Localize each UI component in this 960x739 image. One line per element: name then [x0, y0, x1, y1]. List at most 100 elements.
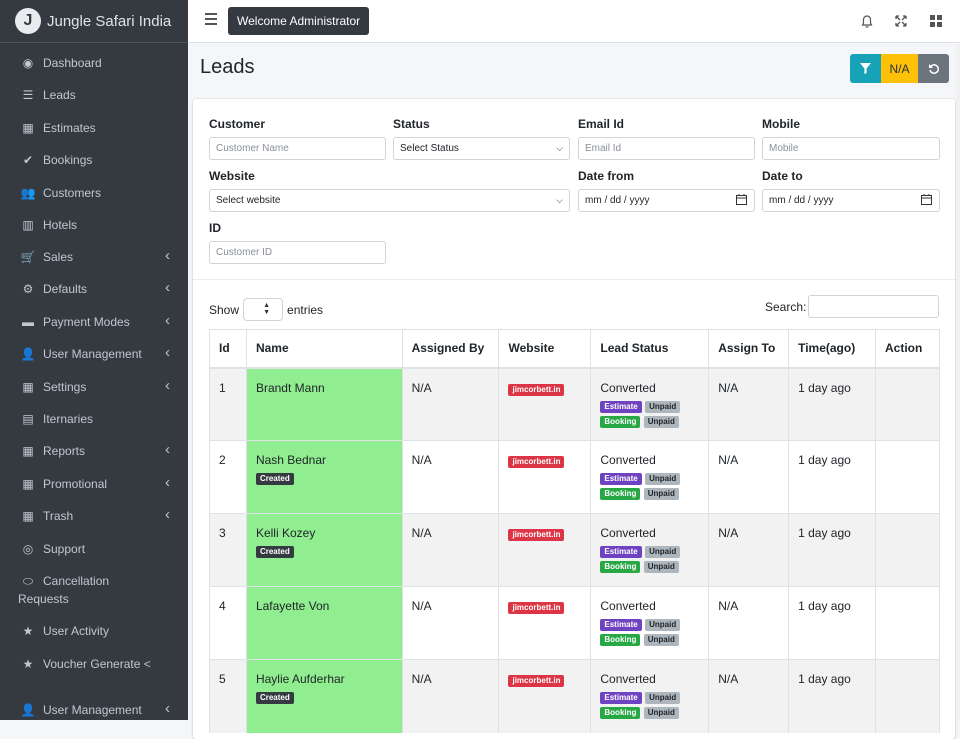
lead-name[interactable]: Kelli Kozey [255, 526, 316, 540]
header-button-group: N/A [850, 54, 949, 83]
estimate-badge[interactable]: Estimate [600, 546, 642, 558]
sidebar-item-voucher-generate[interactable]: ★ Voucher Generate < [0, 657, 188, 672]
sidebar-item-settings[interactable]: ▦ Settings ‹ [0, 377, 188, 395]
fullscreen-icon[interactable] [894, 14, 908, 28]
sidebar-item-estimates[interactable]: ▦ Estimates [0, 121, 188, 136]
chevron-left-icon: ‹ [165, 700, 170, 717]
welcome-button[interactable]: Welcome Administrator [228, 7, 370, 35]
sidebar-item-trash[interactable]: ▦ Trash ‹ [0, 506, 188, 524]
booking-badge[interactable]: Booking [600, 707, 641, 719]
sidebar-item-hotels[interactable]: ▥ Hotels [0, 218, 188, 233]
cell-website: jimcorbett.in [498, 659, 592, 733]
sidebar-item-label: Reports [43, 444, 86, 458]
cell-time: 1 day ago [788, 659, 877, 733]
col-time[interactable]: Time(ago) [788, 329, 877, 369]
cell-time: 1 day ago [788, 513, 877, 587]
table-row[interactable]: 4 Lafayette Von N/A jimcorbett.in Converted E… [209, 586, 940, 660]
chevron-left-icon: ‹ [165, 474, 170, 491]
sidebar-item-reports[interactable]: ▦ Reports ‹ [0, 441, 188, 459]
sidebar-item-user-management[interactable]: 👤 User Management ‹ [0, 700, 188, 718]
lead-name[interactable]: Brandt Mann [255, 380, 325, 395]
booking-badge[interactable]: Booking [600, 634, 641, 646]
col-assign-to[interactable]: Assign To [708, 329, 790, 369]
cell-name[interactable]: Brandt Mann [245, 367, 403, 441]
estimate-badge[interactable]: Estimate [600, 692, 642, 704]
sidebar-item-dashboard[interactable]: ◉ Dashboard [0, 56, 188, 71]
table-row[interactable]: 2 Nash Bednar Created N/A jimcorbett.in Conve… [209, 440, 940, 514]
customer-id-input[interactable]: Customer ID [209, 241, 386, 264]
sidebar-item-label-line2: Requests [18, 592, 69, 606]
sidebar-item-label: User Activity [43, 624, 110, 638]
customer-name-input[interactable]: Customer Name [209, 137, 386, 160]
sidebar-item-user-activity[interactable]: ★ User Activity [0, 624, 188, 639]
table-row[interactable]: 5 Haylie Aufderhar Created N/A jimcorbett.in… [209, 659, 940, 733]
star-icon: ★ [22, 624, 34, 638]
sidebar-item-label: Payment Modes [43, 315, 130, 329]
lead-status-text: Converted [600, 599, 656, 613]
mobile-input[interactable]: Mobile [762, 137, 940, 160]
calendar-icon[interactable] [736, 194, 747, 205]
sidebar-item-cancellation[interactable]: ⬭ Cancellation Requests [0, 574, 188, 607]
col-id[interactable]: Id [209, 329, 247, 369]
status-select[interactable]: Select Status ⌵ [393, 137, 570, 160]
table-row[interactable]: 3 Kelli Kozey Created N/A jimcorbett.in Conve… [209, 513, 940, 587]
scrollbar[interactable] [956, 44, 960, 720]
table-row[interactable]: 1 Brandt Mann N/A jimcorbett.in Converted Est… [209, 367, 940, 441]
sidebar-item-support[interactable]: ◎ Support [0, 542, 188, 557]
cell-assigned-by: N/A [401, 659, 500, 733]
col-action[interactable]: Action [875, 329, 940, 369]
brand-link[interactable]: J Jungle Safari India [0, 0, 188, 43]
cell-action[interactable] [875, 659, 940, 733]
sidebar-item-sales[interactable]: 🛒 Sales ‹ [0, 247, 188, 265]
sidebar-item-leads[interactable]: ☰ Leads [0, 88, 188, 103]
booking-badge[interactable]: Booking [600, 415, 641, 428]
website-select[interactable]: Select website ⌵ [209, 189, 570, 212]
sidebar-item-promotional[interactable]: ▦ Promotional ‹ [0, 474, 188, 492]
reset-button[interactable] [918, 54, 949, 83]
sidebar-item-payment-modes[interactable]: ▬ Payment Modes ‹ [0, 312, 188, 330]
calendar-icon[interactable] [921, 194, 932, 205]
filter-button[interactable] [850, 54, 881, 83]
booking-badge[interactable]: Booking [600, 488, 641, 500]
lead-name[interactable]: Lafayette Von [255, 599, 330, 613]
leads-card: Customer Customer Name Status Select Sta… [193, 99, 955, 739]
email-input[interactable]: Email Id [578, 137, 755, 160]
sidebar-item-label: Leads [43, 88, 76, 102]
sidebar-item-customers[interactable]: 👥 Customers [0, 186, 188, 201]
col-lead-status[interactable]: Lead Status [590, 329, 710, 369]
cell-name[interactable]: Nash Bednar Created [245, 440, 403, 514]
estimate-badge[interactable]: Estimate [600, 619, 642, 631]
sidebar-item-defaults[interactable]: ⚙ Defaults ‹ [0, 279, 188, 297]
cell-assigned-by: N/A [401, 586, 500, 660]
sidebar-item-iternaries[interactable]: ▤ Iternaries [0, 412, 188, 427]
cell-name[interactable]: Haylie Aufderhar Created [245, 659, 403, 733]
col-name[interactable]: Name [245, 329, 403, 369]
date-to-input[interactable]: mm / dd / yyyy [762, 189, 940, 212]
cell-action[interactable] [875, 367, 940, 441]
booking-badge[interactable]: Booking [600, 561, 641, 573]
bell-icon[interactable] [860, 14, 874, 28]
estimate-badge[interactable]: Estimate [600, 473, 642, 485]
cell-lead-status: Converted Estimate Unpaid Booking Unpaid [590, 367, 710, 441]
cell-name[interactable]: Lafayette Von [245, 586, 403, 660]
apps-grid-icon[interactable] [929, 14, 943, 28]
cell-action[interactable] [875, 586, 940, 660]
sidebar-item-user-management[interactable]: 👤 User Management ‹ [0, 344, 188, 362]
estimate-badge[interactable]: Estimate [600, 400, 642, 413]
na-button[interactable]: N/A [881, 54, 918, 83]
cell-action[interactable] [875, 513, 940, 587]
lifering-icon: ◎ [22, 542, 34, 556]
website-select-value: Select website [216, 195, 281, 206]
entries-select[interactable]: ▲ ▼ [243, 298, 284, 321]
cell-action[interactable] [875, 440, 940, 514]
menu-toggle-icon[interactable] [205, 13, 217, 25]
lead-name[interactable]: Haylie Aufderhar [255, 672, 345, 686]
cell-name[interactable]: Kelli Kozey Created [245, 513, 403, 587]
col-assigned-by[interactable]: Assigned By [401, 329, 500, 369]
sidebar-item-bookings[interactable]: ✔ Bookings [0, 153, 188, 168]
lead-name[interactable]: Nash Bednar [255, 453, 326, 467]
search-input[interactable] [808, 295, 939, 318]
date-from-input[interactable]: mm / dd / yyyy [578, 189, 755, 212]
col-website[interactable]: Website [498, 329, 592, 369]
credit-card-icon: ▬ [22, 315, 34, 329]
